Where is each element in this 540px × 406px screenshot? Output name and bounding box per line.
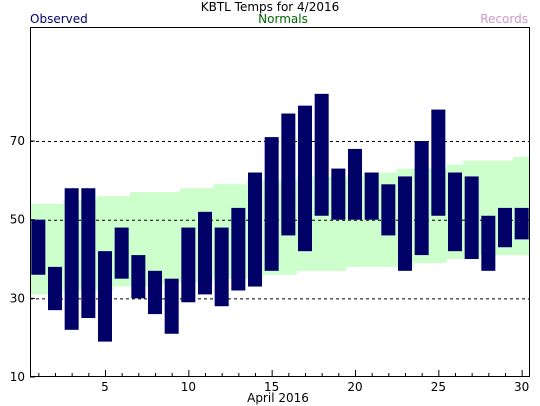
observed-bar-day-21	[364, 172, 379, 220]
x-axis-label: April 2016	[247, 391, 309, 405]
observed-bar-day-14	[248, 172, 262, 287]
axes-layer: 10 30 50 70 5 10 15 20 25 30	[10, 27, 530, 394]
observed-bar-day-20	[348, 148, 362, 220]
x-tick-label-30: 30	[514, 380, 529, 394]
observed-bar-day-1	[31, 219, 46, 275]
observed-bar-day-27	[464, 176, 479, 260]
x-tick-label-15: 15	[264, 380, 279, 394]
observed-bar-day-25	[431, 109, 446, 216]
observed-bar-day-8	[148, 270, 162, 315]
y-tick-label-50: 50	[10, 213, 25, 227]
observed-bar-day-7	[131, 255, 146, 299]
observed-bar-day-17	[298, 105, 312, 252]
observed-bar-day-4	[81, 188, 96, 319]
observed-bar-day-10	[181, 227, 196, 303]
observed-bar-day-19	[331, 168, 346, 220]
x-tick-label-25: 25	[431, 380, 446, 394]
y-tick-label-30: 30	[10, 291, 25, 305]
y-tick-label-10: 10	[10, 370, 25, 384]
observed-bars-layer	[31, 93, 529, 342]
y-tick-label-70: 70	[10, 134, 25, 148]
observed-bar-day-15	[264, 137, 279, 271]
observed-bar-day-5	[98, 251, 112, 342]
observed-bar-day-28	[481, 215, 496, 271]
observed-bar-day-12	[214, 227, 229, 307]
x-tick-label-20: 20	[347, 380, 362, 394]
observed-bar-day-16	[281, 113, 296, 236]
legend-normals: Normals	[258, 12, 308, 26]
observed-bar-day-9	[164, 278, 179, 334]
observed-bar-day-29	[498, 207, 512, 248]
observed-bar-day-22	[381, 184, 396, 236]
observed-bar-day-30	[514, 207, 529, 240]
plot-frame	[30, 27, 530, 377]
observed-bar-day-13	[231, 207, 246, 291]
legend-records: Records	[480, 12, 528, 26]
observed-bar-day-6	[114, 227, 129, 279]
observed-bar-day-18	[314, 93, 329, 216]
observed-bar-day-24	[414, 141, 429, 256]
observed-bar-day-2	[48, 266, 62, 311]
observed-bar-day-26	[448, 172, 462, 252]
observed-bar-day-11	[198, 211, 212, 295]
x-tick-label-5: 5	[101, 380, 109, 394]
observed-bar-day-3	[64, 188, 79, 330]
gridline-layer	[30, 141, 530, 300]
legend-observed: Observed	[30, 12, 88, 26]
chart-title: KBTL Temps for 4/2016	[200, 0, 340, 14]
observed-bar-day-23	[398, 176, 412, 271]
x-tick-label-10: 10	[181, 380, 196, 394]
